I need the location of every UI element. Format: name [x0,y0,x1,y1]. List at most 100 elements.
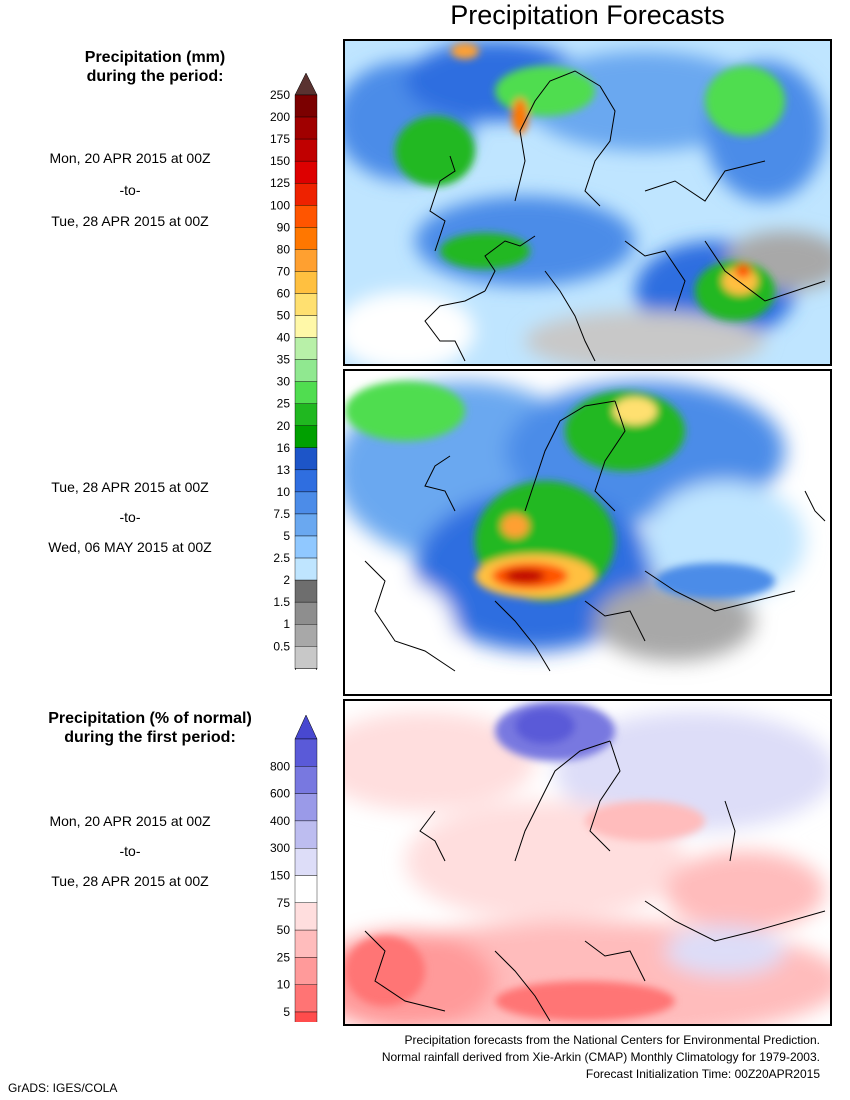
legend-mm-tick-label: 1 [283,617,290,631]
legend-mm-tick-label: 16 [277,441,291,455]
legend-mm-tick-label: 60 [277,286,291,300]
period-3-sep: -to- [119,843,141,859]
legend-mm-tick-label: 80 [277,242,291,256]
legend-mm-swatch [294,403,318,426]
legend-mm-swatch [294,646,318,669]
map-panel-percent-normal [343,699,832,1026]
legend-pct-swatch [294,793,318,822]
legend-pct-colorbar: 800 600 400 300 150 75 50 25 10 5 [270,714,318,1022]
legend-mm-tick-label: 35 [277,353,291,367]
legend-pct-swatch [294,766,318,794]
page-title: Precipitation Forecasts [450,0,725,30]
map-panel-period-1 [343,39,832,366]
legend-pct-swatch [294,875,318,903]
footer-line-3: Forecast Initialization Time: 00Z20APR20… [585,1067,820,1081]
legend-mm-swatch [294,337,318,360]
legend-mm-swatch [294,160,318,184]
legend-pct-tick-label: 800 [270,759,290,773]
legend-mm-tick-label: 13 [277,463,291,477]
legend-pct-swatch [294,847,318,876]
legend-mm-swatch [294,601,318,625]
legend-mm-tick-label: 40 [277,331,291,345]
legend-pct-tick-label: 50 [277,923,291,937]
legend-pct-swatch [294,902,318,931]
period-3-start: Mon, 20 APR 2015 at 00Z [49,813,211,829]
period-2-sep: -to- [119,509,141,525]
legend-pct-tick-label: 10 [277,978,291,992]
legend-mm-colorbar: 2502001751501251009080706050403530252016… [270,72,318,670]
legend-mm-tick-label: 1.5 [273,595,290,609]
legend-mm-swatch [294,535,318,559]
legend-pct-tick-label: 150 [270,869,290,883]
grads-credit: GrADS: IGES/COLA [8,1081,118,1095]
legend-mm-swatch [294,425,318,448]
legend-mm-tick-label: 70 [277,264,291,278]
legend-mm-swatch [294,491,318,515]
legend-mm-swatch [294,182,318,206]
legend-mm-heading-line1: Precipitation (mm) [84,49,226,66]
legend-pct-tick-label: 400 [270,814,290,828]
legend-mm-tick-label: 25 [277,397,291,411]
footer-note: Precipitation forecasts from the Nationa… [300,1032,820,1083]
legend-pct-swatch [294,1011,318,1022]
period-3-end: Tue, 28 APR 2015 at 00Z [51,873,209,889]
legend-mm-tick-label: 5 [283,529,290,543]
legend-mm-swatch [294,359,318,382]
legend-pct-heading: Precipitation (% of normal) during the f… [0,709,300,747]
legend-mm-arrow-top [294,72,318,96]
legend-mm-swatch [294,293,318,316]
legend-mm-tick-label: 150 [270,154,290,168]
legend-mm-heading: Precipitation (mm) during the period: [0,48,310,86]
footer-line-2: Normal rainfall derived from Xie-Arkin (… [381,1050,820,1064]
legend-mm-swatch [294,116,318,140]
map-precip-2 [345,371,830,694]
legend-mm-tick-label: 90 [277,220,291,234]
legend-mm-swatch [294,513,318,537]
period-1-end: Tue, 28 APR 2015 at 00Z [51,213,209,229]
legend-mm-swatch [294,271,318,294]
footer-line-1: Precipitation forecasts from the Nationa… [404,1033,820,1047]
legend-pct-swatch [294,820,318,849]
legend-mm-swatch [294,557,318,581]
legend-pct-swatch [294,738,318,767]
legend-mm-swatch [294,138,318,162]
legend-mm-swatch [294,469,318,493]
period-1-start: Mon, 20 APR 2015 at 00Z [49,150,211,166]
legend-pct-heading-line1: Precipitation (% of normal) [48,710,252,727]
legend-mm-tick-label: 10 [277,485,291,499]
legend-mm-swatch [294,94,318,118]
legend-pct-swatch [294,984,318,1013]
legend-pct-tick-label: 300 [270,841,290,855]
legend-mm-tick-label: 30 [277,375,291,389]
legend-mm-tick-label: 250 [270,88,290,102]
legend-mm-arrow-bottom [294,667,318,670]
legend-mm-swatch [294,447,318,471]
legend-mm-swatch [294,227,318,250]
legend-mm-swatch [294,579,318,603]
legend-mm-tick-label: 50 [277,309,291,323]
legend-mm-tick-label: 200 [270,110,290,124]
legend-pct-tick-label: 25 [277,950,291,964]
legend-mm-swatch [294,249,318,272]
map-precip-1 [345,41,830,364]
legend-mm-tick-label: 175 [270,132,290,146]
legend-pct-tick-label: 600 [270,787,290,801]
legend-pct-heading-line2: during the first period: [64,729,236,746]
map-precip-percent [345,701,830,1024]
legend-pct-tick-label: 75 [277,896,291,910]
map-panel-period-2 [343,369,832,696]
legend-mm-tick-label: 2 [283,573,290,587]
legend-pct-swatch [294,957,318,985]
legend-mm-swatch [294,381,318,404]
legend-pct-arrow-top [294,714,318,740]
legend-mm-tick-label: 2.5 [273,551,290,565]
period-1-sep: -to- [119,182,141,198]
legend-mm-heading-line2: during the period: [86,68,224,85]
legend-mm-swatch [294,315,318,338]
legend-mm-tick-label: 20 [277,419,291,433]
legend-mm-tick-label: 100 [270,198,290,212]
legend-mm-tick-label: 7.5 [273,507,290,521]
period-2-end: Wed, 06 MAY 2015 at 00Z [48,539,212,555]
legend-pct-swatch [294,929,318,958]
legend-pct-tick-label: 5 [283,1005,290,1019]
